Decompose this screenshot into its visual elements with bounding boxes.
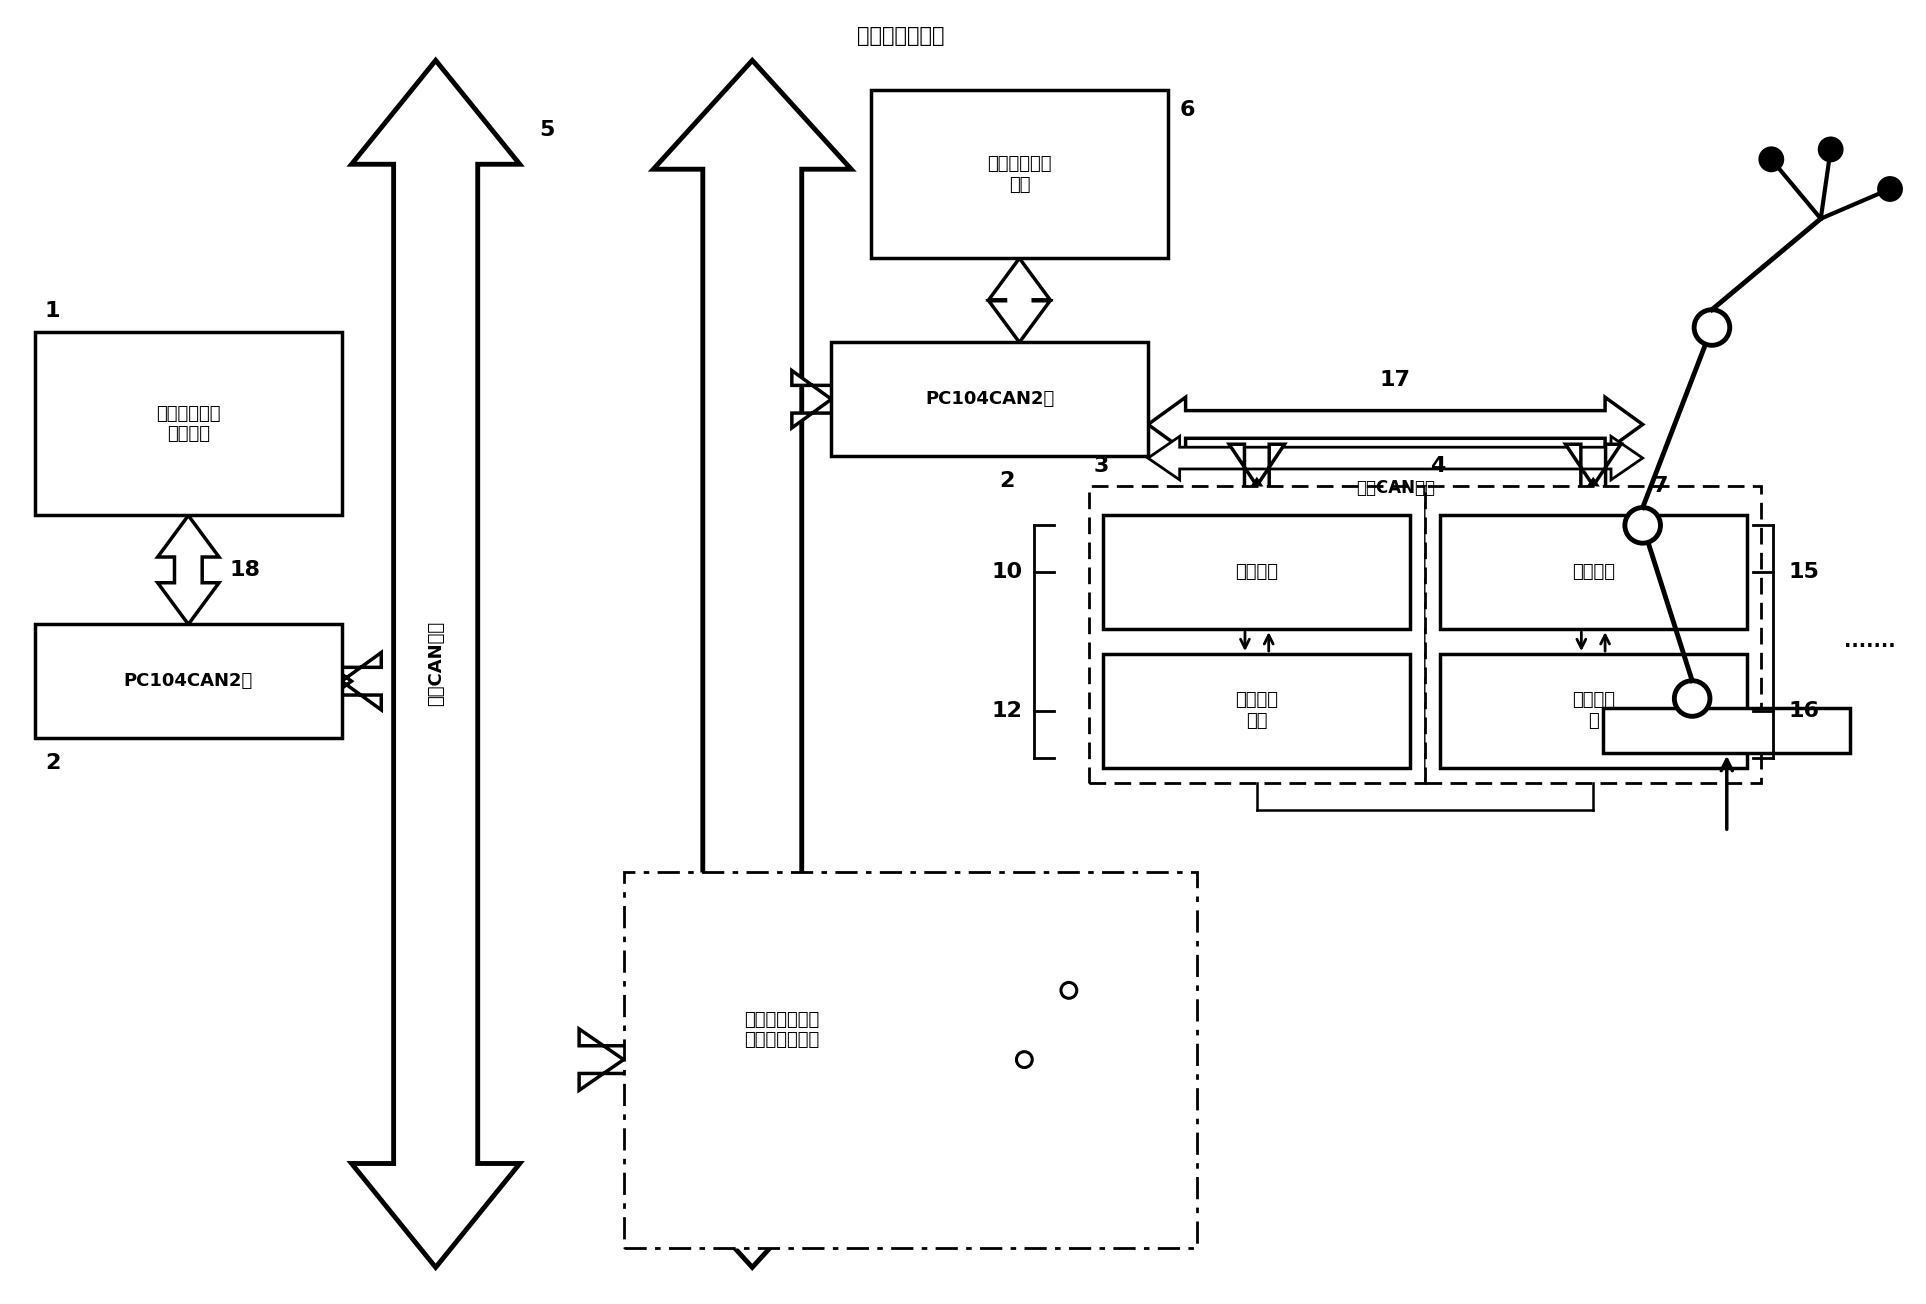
Circle shape	[1674, 681, 1710, 716]
Bar	[35, 333, 341, 515]
Bar	[624, 871, 1198, 1248]
Circle shape	[1626, 507, 1660, 544]
Text: 机器人主控计
算机: 机器人主控计 算机	[988, 155, 1052, 193]
Polygon shape	[1566, 445, 1622, 522]
Circle shape	[1818, 137, 1843, 162]
Bar	[1602, 708, 1851, 752]
Text: 3: 3	[1094, 456, 1109, 476]
Text: 10: 10	[992, 562, 1023, 583]
Polygon shape	[352, 60, 520, 1267]
Text: 6: 6	[1179, 100, 1196, 120]
Text: 17: 17	[1379, 370, 1412, 390]
Text: 15: 15	[1787, 562, 1818, 583]
Text: .......: .......	[1845, 632, 1895, 651]
Circle shape	[1695, 309, 1730, 346]
Text: PC104CAN2卡: PC104CAN2卡	[123, 672, 252, 690]
Bar	[35, 625, 341, 738]
Bar	[1441, 655, 1747, 768]
Bar	[1088, 486, 1425, 782]
Text: 上级CAN总线: 上级CAN总线	[428, 621, 445, 707]
Circle shape	[1061, 982, 1077, 999]
Polygon shape	[312, 652, 381, 709]
Text: 控制电路: 控制电路	[1572, 563, 1614, 582]
Bar	[1425, 486, 1762, 782]
Bar	[832, 343, 1148, 456]
Text: 18: 18	[229, 559, 260, 580]
Text: 16: 16	[1787, 700, 1820, 721]
Text: 生产线总控主
控计算机: 生产线总控主 控计算机	[156, 404, 221, 443]
Polygon shape	[1148, 437, 1643, 480]
Text: 12: 12	[992, 700, 1023, 721]
Text: 局部CAN总线: 局部CAN总线	[1356, 479, 1435, 497]
Circle shape	[1017, 1052, 1032, 1068]
Text: PC104CAN2卡: PC104CAN2卡	[924, 390, 1054, 408]
Polygon shape	[653, 60, 851, 1267]
Polygon shape	[1229, 445, 1285, 522]
Polygon shape	[988, 258, 1050, 343]
Text: 7: 7	[1653, 476, 1668, 496]
Text: 2: 2	[1000, 471, 1015, 490]
Text: 传感器电
路: 传感器电 路	[1572, 691, 1614, 730]
Bar	[1441, 515, 1747, 630]
Bar	[871, 90, 1167, 258]
Polygon shape	[158, 515, 220, 625]
Text: 生产线上其他的
码垛机器人系统: 生产线上其他的 码垛机器人系统	[743, 1011, 820, 1050]
Bar	[1104, 515, 1410, 630]
Text: 2: 2	[44, 752, 60, 773]
Polygon shape	[792, 370, 892, 428]
Circle shape	[1760, 147, 1783, 171]
Text: 1: 1	[44, 300, 60, 321]
Text: 码垛机器人系统: 码垛机器人系统	[857, 26, 944, 46]
Bar	[1104, 655, 1410, 768]
Circle shape	[1878, 177, 1901, 201]
Text: 4: 4	[1429, 456, 1444, 476]
Text: 5: 5	[539, 120, 555, 140]
Polygon shape	[580, 1029, 697, 1090]
Text: 控制电路: 控制电路	[1235, 563, 1279, 582]
Text: 电机驱动
电路: 电机驱动 电路	[1235, 691, 1279, 730]
Polygon shape	[1148, 398, 1643, 451]
